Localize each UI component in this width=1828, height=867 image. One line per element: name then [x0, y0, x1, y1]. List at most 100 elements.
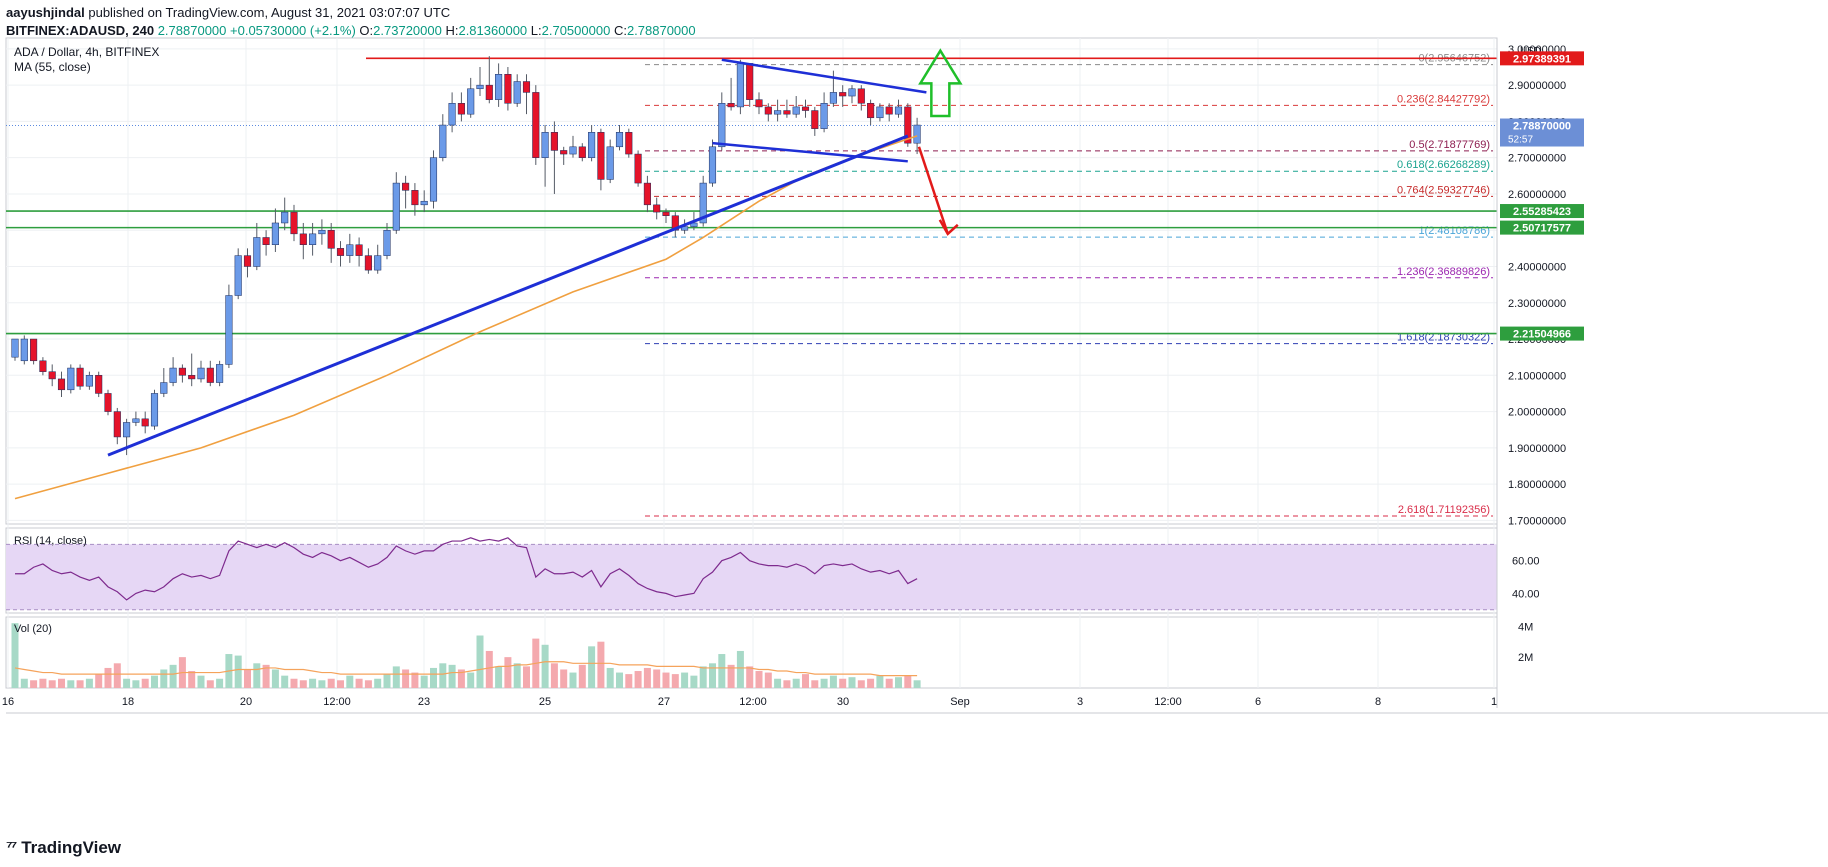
- volume-bar: [48, 680, 56, 688]
- x-tick-label: 12:00: [1154, 696, 1182, 708]
- candle-up: [615, 132, 624, 148]
- candle-up: [216, 364, 224, 383]
- candle-down: [560, 150, 568, 155]
- candle-up: [829, 92, 837, 104]
- candle-down: [662, 211, 670, 216]
- volume-bar: [829, 675, 837, 688]
- open-value: 2.73720000: [373, 23, 442, 38]
- volume-bar: [504, 657, 512, 688]
- candle-down: [188, 375, 196, 380]
- candle-down: [504, 74, 512, 104]
- volume-bar: [662, 672, 670, 688]
- x-tick-label: 20: [240, 696, 252, 708]
- candle-up: [708, 146, 717, 184]
- volume-bar: [95, 674, 103, 688]
- volume-bar: [485, 650, 493, 688]
- countdown-label: 52:57: [1508, 135, 1533, 146]
- volume-bar: [113, 663, 121, 688]
- tradingview-logo[interactable]: ⁷⁷ TradingView: [6, 838, 121, 858]
- volume-bar: [467, 672, 475, 688]
- x-tick-label: 25: [539, 696, 551, 708]
- candle-down: [746, 63, 754, 100]
- indicator-label: MA (55, close): [14, 60, 91, 74]
- published-text: published on TradingView.com, August 31,…: [84, 5, 451, 20]
- volume-bar: [913, 680, 921, 688]
- x-tick-label: 18: [122, 696, 134, 708]
- volume-bar: [58, 678, 65, 688]
- candle-down: [727, 103, 735, 108]
- candle-down: [904, 106, 912, 144]
- candle-down: [95, 375, 103, 394]
- candle-down: [364, 255, 372, 271]
- volume-bar: [755, 671, 763, 688]
- candle-down: [597, 132, 605, 180]
- candle-down: [104, 393, 112, 412]
- volume-bar: [234, 655, 242, 688]
- volume-bar: [709, 663, 716, 688]
- volume-bar: [206, 680, 214, 688]
- candle-down: [113, 411, 121, 438]
- rsi-tick-label: 60.00: [1512, 556, 1540, 568]
- candle-down: [764, 106, 772, 115]
- publish-header: aayushjindal published on TradingView.co…: [0, 0, 1828, 44]
- price-tag-label: 2.21504966: [1513, 329, 1571, 341]
- volume-bar: [792, 678, 800, 688]
- brand-name: TradingView: [21, 838, 122, 857]
- candle-down: [355, 244, 363, 256]
- volume-bar: [430, 667, 437, 688]
- high-value: 2.81360000: [458, 23, 528, 38]
- y-tick-label: 2.10000000: [1508, 370, 1566, 382]
- volume-bar: [671, 674, 679, 688]
- volume-bar: [346, 675, 354, 688]
- volume-bar: [439, 663, 447, 688]
- price-tag-label: 2.55285423: [1513, 206, 1571, 218]
- volume-bar: [141, 678, 149, 688]
- candle-up: [225, 295, 233, 365]
- volume-bar: [606, 667, 614, 688]
- candle-up: [374, 255, 382, 271]
- price-tag: [1500, 326, 1584, 341]
- down-arrow-head-icon: [938, 219, 959, 236]
- volume-bar: [746, 666, 754, 688]
- volume-bar: [160, 669, 168, 688]
- volume-bar: [318, 680, 326, 688]
- candle-down: [290, 211, 298, 235]
- chart-title: ADA / Dollar, 4h, BITFINEX: [14, 45, 159, 59]
- volume-bar: [123, 678, 131, 688]
- price-tag-label: 2.97389391: [1513, 53, 1571, 65]
- volume-bar: [736, 650, 744, 688]
- volume-tick-label: 2M: [1518, 652, 1533, 664]
- volume-bar: [30, 680, 38, 688]
- volume-bar: [411, 672, 419, 688]
- candle-up: [467, 88, 475, 115]
- candle-down: [885, 106, 893, 115]
- candle-up: [132, 418, 140, 423]
- fib-level-label: 1.618(2.18730322): [1397, 332, 1490, 344]
- candle-up: [309, 233, 317, 245]
- volume-bar: [355, 678, 363, 688]
- candle-up: [690, 222, 698, 227]
- up-arrow-icon: [918, 48, 963, 118]
- x-tick-label: 6: [1255, 696, 1261, 708]
- candle-up: [736, 63, 744, 108]
- low-value: 2.70500000: [541, 23, 611, 38]
- volume-ma-line: [14, 661, 918, 677]
- volume-bar: [188, 671, 196, 688]
- candle-up: [123, 422, 131, 438]
- publisher-name[interactable]: aayushjindal: [6, 5, 85, 20]
- candle-down: [578, 146, 586, 158]
- volume-bar: [392, 666, 400, 688]
- volume-bar: [495, 666, 503, 688]
- candle-up: [718, 103, 726, 148]
- candle-up: [281, 211, 289, 224]
- candle-down: [653, 204, 661, 213]
- candle-down: [783, 110, 791, 115]
- volume-tick-label: 4M: [1518, 621, 1533, 633]
- candle-up: [439, 124, 447, 158]
- candle-up: [541, 132, 549, 158]
- candle-up: [774, 110, 782, 115]
- volume-bar: [151, 675, 158, 688]
- y-tick-label: 2.40000000: [1508, 261, 1566, 273]
- volume-bar: [616, 672, 623, 688]
